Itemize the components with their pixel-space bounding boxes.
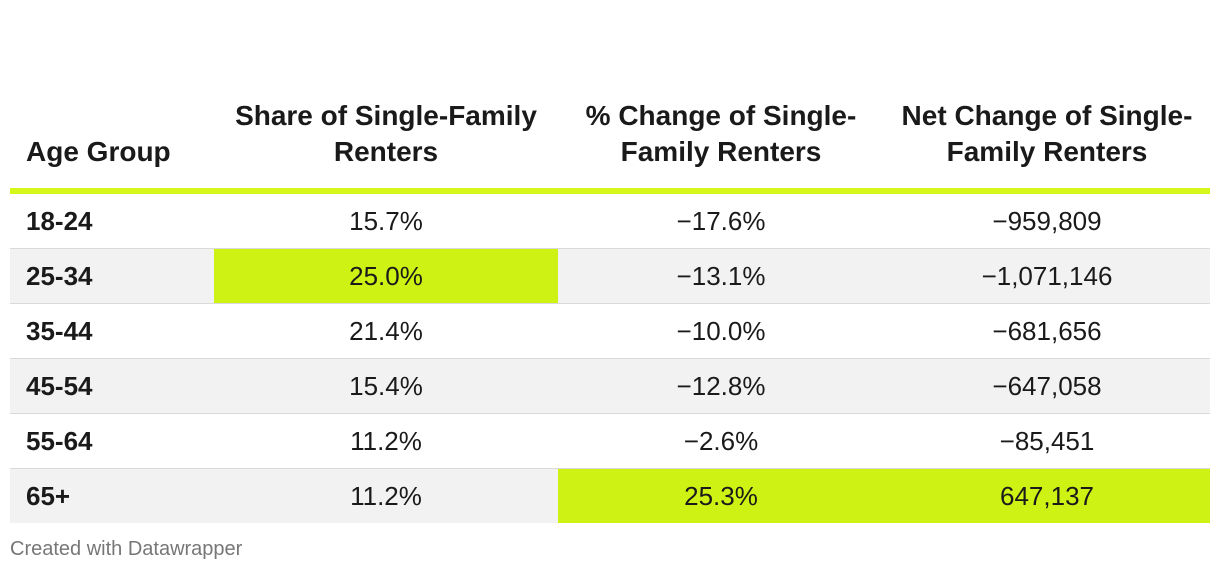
cell-share: 11.2% [214, 468, 558, 523]
data-table-container: Age Group Share of Single-Family Renters… [10, 38, 1210, 523]
cell-net-change: −85,451 [884, 413, 1210, 469]
cell-pct-change: −2.6% [558, 413, 884, 469]
column-header-pct-change: % Change of Single-Family Renters [558, 38, 884, 194]
cell-net-change: −681,656 [884, 303, 1210, 359]
cell-pct-change: −13.1% [558, 248, 884, 304]
table-row: 55-64 11.2% −2.6% −85,451 [10, 413, 1210, 469]
table-row: 45-54 15.4% −12.8% −647,058 [10, 358, 1210, 414]
cell-age-group: 25-34 [10, 248, 214, 304]
cell-pct-change: −17.6% [558, 191, 884, 249]
column-header-share: Share of Single-Family Renters [214, 38, 558, 194]
cell-share: 15.4% [214, 358, 558, 414]
cell-share: 15.7% [214, 191, 558, 249]
table-row: 25-34 25.0% −13.1% −1,071,146 [10, 248, 1210, 304]
cell-age-group: 35-44 [10, 303, 214, 359]
cell-share: 21.4% [214, 303, 558, 359]
cell-age-group: 65+ [10, 468, 214, 523]
footer-credit: Created with Datawrapper [10, 538, 243, 560]
cell-age-group: 55-64 [10, 413, 214, 469]
cell-share: 25.0% [214, 248, 558, 304]
data-table: Age Group Share of Single-Family Renters… [10, 38, 1210, 523]
column-header-net-change: Net Change of Single-Family Renters [884, 38, 1210, 194]
cell-net-change: −959,809 [884, 191, 1210, 249]
table-body: 18-24 15.7% −17.6% −959,809 25-34 25.0% −13.1%… [10, 191, 1210, 523]
table-row: 35-44 21.4% −10.0% −681,656 [10, 303, 1210, 359]
cell-net-change: 647,137 [884, 468, 1210, 523]
cell-age-group: 45-54 [10, 358, 214, 414]
table-row: 18-24 15.7% −17.6% −959,809 [10, 191, 1210, 249]
cell-pct-change: −12.8% [558, 358, 884, 414]
cell-share: 11.2% [214, 413, 558, 469]
cell-net-change: −647,058 [884, 358, 1210, 414]
cell-pct-change: 25.3% [558, 468, 884, 523]
cell-pct-change: −10.0% [558, 303, 884, 359]
column-header-age-group: Age Group [10, 38, 214, 194]
cell-age-group: 18-24 [10, 191, 214, 249]
table-row: 65+ 11.2% 25.3% 647,137 [10, 468, 1210, 523]
cell-net-change: −1,071,146 [884, 248, 1210, 304]
header-row: Age Group Share of Single-Family Renters… [10, 38, 1210, 194]
